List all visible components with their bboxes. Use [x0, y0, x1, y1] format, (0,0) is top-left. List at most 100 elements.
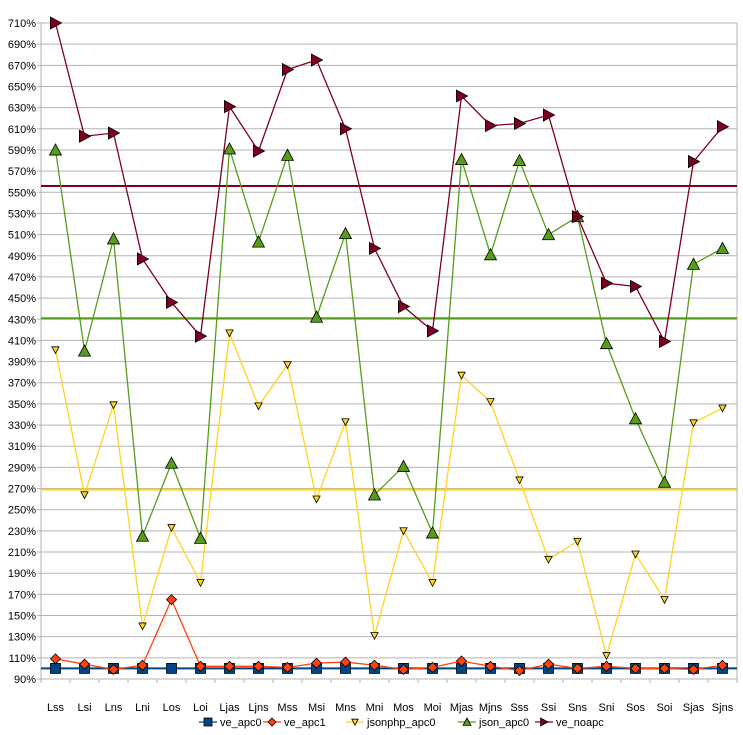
y-tick-label: 370%	[8, 378, 36, 390]
data-point-json_apc0	[280, 148, 295, 161]
x-tick-label: Moi	[424, 702, 442, 714]
series-ve_apc0	[50, 663, 728, 674]
legend-marker	[540, 717, 549, 727]
data-point-json_apc0	[193, 531, 208, 544]
data-point-json_apc0	[135, 529, 150, 542]
data-point-jsonphp_apc0	[138, 622, 147, 631]
y-tick-label: 610%	[8, 124, 36, 136]
data-point-jsonphp_apc0	[689, 419, 698, 428]
y-tick-label: 190%	[8, 568, 36, 580]
series-line-ve_noapc	[54, 22, 724, 344]
x-tick-label: Sni	[599, 702, 615, 714]
data-point-ve_apc1	[310, 657, 323, 669]
data-point-ve_noapc	[455, 89, 469, 103]
data-point-ve_apc1	[397, 663, 410, 676]
data-point-ve_noapc	[281, 62, 295, 77]
y-tick-label: 530%	[8, 208, 36, 220]
data-point-ve_noapc	[514, 116, 527, 131]
data-point-ve_apc1	[513, 664, 526, 677]
legend-marker	[267, 717, 277, 727]
data-point-jsonphp_apc0	[515, 476, 524, 485]
y-tick-label: 90%	[14, 674, 36, 686]
data-point-ve_noapc	[165, 295, 179, 309]
data-point-jsonphp_apc0	[283, 361, 292, 370]
series-json_apc0	[48, 142, 730, 544]
data-point-ve_apc1	[629, 662, 642, 674]
data-point-ve_apc1	[368, 659, 381, 671]
data-point-ve_apc1	[107, 663, 120, 676]
x-tick-label: Sjas	[683, 702, 705, 714]
y-tick-label: 650%	[8, 81, 36, 93]
data-point-jsonphp_apc0	[225, 329, 234, 338]
series-line-ve_apc1	[55, 598, 723, 672]
data-point-jsonphp_apc0	[573, 537, 582, 546]
data-point-json_apc0	[222, 142, 237, 155]
legend-label: ve_apc0	[220, 717, 262, 729]
data-point-ve_apc1	[165, 594, 178, 606]
data-point-json_apc0	[164, 456, 179, 469]
axes: 90% 110% 130% 150% 170% 190% 210% 230% 250% 270% 2…	[8, 18, 738, 714]
data-point-ve_noapc	[310, 53, 324, 67]
y-tick-label: 330%	[8, 420, 36, 432]
y-tick-label: 670%	[8, 60, 36, 72]
x-tick-label: Mos	[393, 702, 414, 714]
x-tick-label: Mjns	[479, 702, 503, 714]
data-point-ve_apc1	[281, 661, 294, 673]
x-tick-label: Lns	[105, 702, 123, 714]
legend-label: ve_noapc	[556, 717, 604, 729]
legend-label: jsonphp_apc0	[366, 717, 436, 729]
data-point-ve_apc1	[49, 653, 62, 665]
x-tick-label: Sss	[510, 702, 529, 714]
y-tick-label: 310%	[8, 441, 36, 453]
data-point-ve_noapc	[659, 334, 672, 349]
y-tick-label: 130%	[8, 632, 36, 644]
x-tick-label: Lss	[47, 702, 65, 714]
x-tick-label: Soi	[657, 702, 673, 714]
series-jsonphp_apc0	[51, 329, 727, 661]
legend-label: ve_apc1	[284, 717, 326, 729]
data-point-ve_noapc	[484, 118, 498, 133]
data-point-ve_apc0	[166, 663, 177, 674]
data-point-ve_noapc	[426, 324, 440, 338]
x-tick-label: Los	[163, 702, 181, 714]
legend: ve_apc0 ve_apc1 jsonphp_apc0 json_apc0 ve_no…	[199, 717, 604, 729]
data-point-jsonphp_apc0	[254, 402, 263, 411]
y-tick-label: 450%	[8, 293, 36, 305]
data-point-ve_apc1	[658, 662, 671, 674]
data-point-ve_apc0	[50, 663, 61, 674]
y-tick-label: 570%	[8, 166, 36, 178]
x-tick-label: Sjns	[712, 702, 734, 714]
y-tick-label: 710%	[8, 18, 36, 30]
data-point-json_apc0	[425, 526, 440, 539]
y-tick-label: 430%	[8, 314, 36, 326]
legend-item-ve_noapc: ve_noapc	[535, 717, 604, 729]
series-line-json_apc0	[54, 148, 723, 539]
data-point-ve_apc1	[223, 660, 236, 672]
data-point-json_apc0	[599, 336, 614, 350]
data-point-ve_noapc	[223, 99, 237, 114]
data-point-ve_apc1	[78, 658, 91, 670]
data-point-json_apc0	[106, 232, 121, 245]
data-point-ve_noapc	[543, 108, 556, 122]
data-point-jsonphp_apc0	[457, 371, 466, 380]
data-point-ve_apc1	[600, 660, 613, 672]
series-lines	[48, 16, 730, 677]
data-point-ve_noapc	[688, 154, 701, 169]
legend-marker	[351, 718, 359, 727]
data-point-ve_apc1	[136, 659, 149, 671]
y-tick-label: 110%	[9, 653, 37, 665]
data-point-json_apc0	[251, 235, 266, 248]
x-tick-label: Mjas	[450, 702, 474, 714]
x-tick-label: Sos	[626, 702, 645, 714]
legend-item-json_apc0: json_apc0	[458, 717, 529, 729]
y-tick-label: 230%	[8, 526, 36, 538]
x-tick-label: Ssi	[541, 702, 556, 714]
y-tick-label: 490%	[8, 251, 36, 263]
data-point-json_apc0	[686, 257, 701, 270]
series-line-jsonphp_apc0	[54, 332, 723, 659]
y-tick-label: 350%	[8, 399, 36, 411]
data-point-jsonphp_apc0	[544, 555, 553, 564]
y-tick-label: 410%	[8, 335, 36, 347]
plot-area-border	[40, 22, 738, 680]
